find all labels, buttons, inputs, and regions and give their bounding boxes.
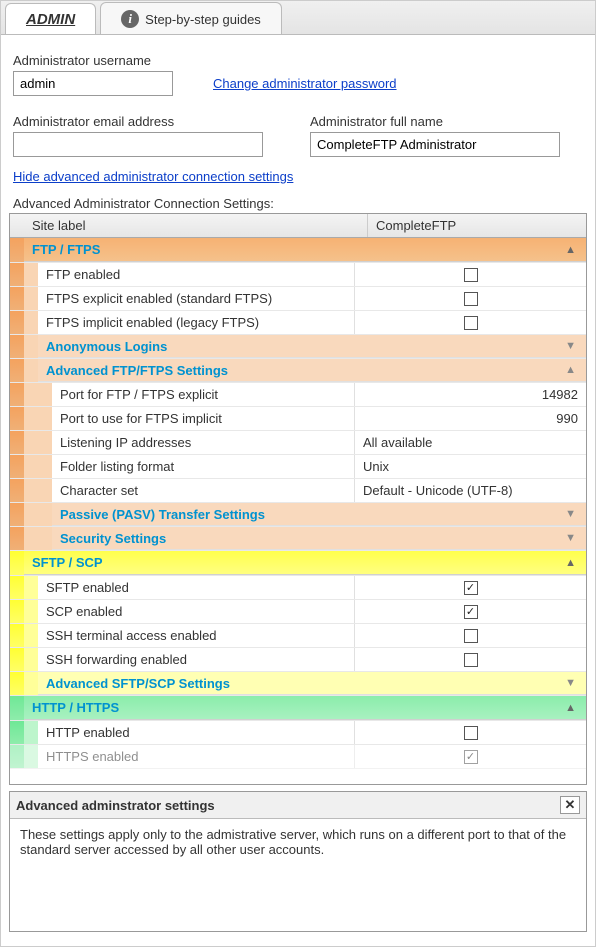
subsection-anonymous-logins[interactable]: Anonymous Logins ▼ xyxy=(38,335,586,358)
grid-header: Site label CompleteFTP xyxy=(10,214,586,238)
label-port-implicit: Port to use for FTPS implicit xyxy=(52,407,354,430)
tabs-bar: ADMIN i Step-by-step guides xyxy=(1,1,595,35)
row-charset: Character set Default - Unicode (UTF-8) xyxy=(10,479,586,503)
label-folder-fmt: Folder listing format xyxy=(52,455,354,478)
value-listening[interactable]: All available xyxy=(354,431,586,454)
label-ftps-implicit: FTPS implicit enabled (legacy FTPS) xyxy=(38,311,354,334)
toggle-advanced-link[interactable]: Hide advanced administrator connection s… xyxy=(13,169,293,184)
tab-guides[interactable]: i Step-by-step guides xyxy=(100,2,282,34)
value-charset[interactable]: Default - Unicode (UTF-8) xyxy=(354,479,586,502)
username-input[interactable] xyxy=(13,71,173,96)
row-http-enabled: HTTP enabled xyxy=(10,721,586,745)
row-listening-ip: Listening IP addresses All available xyxy=(10,431,586,455)
subsection-adv-sftp[interactable]: Advanced SFTP/SCP Settings ▼ xyxy=(38,672,586,695)
help-close-button[interactable]: ✕ xyxy=(560,796,580,814)
checkbox-ftps-implicit[interactable] xyxy=(464,316,478,330)
caret-down-icon: ▼ xyxy=(565,532,576,544)
fullname-label: Administrator full name xyxy=(310,114,583,129)
label-ftp-enabled: FTP enabled xyxy=(38,263,354,286)
caret-down-icon: ▼ xyxy=(565,508,576,520)
adv-ftp-title: Advanced FTP/FTPS Settings xyxy=(46,363,228,378)
fullname-input[interactable] xyxy=(310,132,560,157)
anon-title: Anonymous Logins xyxy=(46,339,167,354)
tab-admin[interactable]: ADMIN xyxy=(5,3,96,34)
caret-up-icon: ▲ xyxy=(565,364,576,376)
grid-header-value: CompleteFTP xyxy=(368,214,586,237)
section-http-https[interactable]: HTTP / HTTPS ▲ xyxy=(24,696,586,720)
caret-down-icon: ▼ xyxy=(565,340,576,352)
row-port-explicit: Port for FTP / FTPS explicit 14982 xyxy=(10,383,586,407)
row-ftps-implicit: FTPS implicit enabled (legacy FTPS) xyxy=(10,311,586,335)
section-ftp-ftps[interactable]: FTP / FTPS ▲ xyxy=(24,238,586,262)
help-title: Advanced adminstrator settings xyxy=(16,798,215,813)
advanced-settings-title: Advanced Administrator Connection Settin… xyxy=(1,196,595,211)
checkbox-ssh-term[interactable] xyxy=(464,629,478,643)
subsection-security[interactable]: Security Settings ▼ xyxy=(52,527,586,550)
label-ssh-fwd: SSH forwarding enabled xyxy=(38,648,354,671)
row-https-enabled: HTTPS enabled ✓ xyxy=(10,745,586,769)
checkbox-http-enabled[interactable] xyxy=(464,726,478,740)
row-ftps-explicit: FTPS explicit enabled (standard FTPS) xyxy=(10,287,586,311)
caret-down-icon: ▼ xyxy=(565,677,576,689)
subsection-advanced-ftp[interactable]: Advanced FTP/FTPS Settings ▲ xyxy=(38,359,586,382)
label-scp-enabled: SCP enabled xyxy=(38,600,354,623)
help-panel: Advanced adminstrator settings ✕ These s… xyxy=(9,791,587,932)
tab-guides-label: Step-by-step guides xyxy=(145,12,261,27)
label-listening: Listening IP addresses xyxy=(52,431,354,454)
label-port-explicit: Port for FTP / FTPS explicit xyxy=(52,383,354,406)
checkbox-ftp-enabled[interactable] xyxy=(464,268,478,282)
subsection-pasv[interactable]: Passive (PASV) Transfer Settings ▼ xyxy=(52,503,586,526)
email-label: Administrator email address xyxy=(13,114,286,129)
label-https-enabled: HTTPS enabled xyxy=(38,745,354,768)
section-sftp-title: SFTP / SCP xyxy=(32,555,103,570)
value-folder-fmt[interactable]: Unix xyxy=(354,455,586,478)
label-ftps-explicit: FTPS explicit enabled (standard FTPS) xyxy=(38,287,354,310)
grid-body[interactable]: FTP / FTPS ▲ FTP enabled FTPS explicit e… xyxy=(10,238,586,784)
row-folder-format: Folder listing format Unix xyxy=(10,455,586,479)
row-sftp-enabled: SFTP enabled ✓ xyxy=(10,576,586,600)
change-password-link[interactable]: Change administrator password xyxy=(213,76,397,91)
security-title: Security Settings xyxy=(60,531,166,546)
value-port-implicit[interactable]: 990 xyxy=(354,407,586,430)
form-area: Administrator username Change administra… xyxy=(1,35,595,190)
help-header: Advanced adminstrator settings ✕ xyxy=(10,792,586,819)
row-scp-enabled: SCP enabled ✓ xyxy=(10,600,586,624)
checkbox-ftps-explicit[interactable] xyxy=(464,292,478,306)
label-ssh-term: SSH terminal access enabled xyxy=(38,624,354,647)
checkbox-sftp-enabled[interactable]: ✓ xyxy=(464,581,478,595)
value-port-explicit[interactable]: 14982 xyxy=(354,383,586,406)
label-sftp-enabled: SFTP enabled xyxy=(38,576,354,599)
adv-sftp-title: Advanced SFTP/SCP Settings xyxy=(46,676,230,691)
section-ftp-title: FTP / FTPS xyxy=(32,242,100,257)
row-ssh-fwd: SSH forwarding enabled xyxy=(10,648,586,672)
row-ftp-enabled: FTP enabled xyxy=(10,263,586,287)
checkbox-scp-enabled[interactable]: ✓ xyxy=(464,605,478,619)
row-port-implicit: Port to use for FTPS implicit 990 xyxy=(10,407,586,431)
checkbox-ssh-fwd[interactable] xyxy=(464,653,478,667)
checkbox-https-enabled[interactable]: ✓ xyxy=(464,750,478,764)
settings-grid: Site label CompleteFTP FTP / FTPS ▲ FTP … xyxy=(9,213,587,785)
help-body: These settings apply only to the admistr… xyxy=(10,819,586,931)
row-ssh-term: SSH terminal access enabled xyxy=(10,624,586,648)
tab-admin-label: ADMIN xyxy=(26,11,75,28)
label-charset: Character set xyxy=(52,479,354,502)
section-sftp-scp[interactable]: SFTP / SCP ▲ xyxy=(24,551,586,575)
label-http-enabled: HTTP enabled xyxy=(38,721,354,744)
section-http-title: HTTP / HTTPS xyxy=(32,700,119,715)
caret-up-icon: ▲ xyxy=(565,702,576,714)
caret-up-icon: ▲ xyxy=(565,244,576,256)
username-label: Administrator username xyxy=(13,53,583,68)
email-input[interactable] xyxy=(13,132,263,157)
info-icon: i xyxy=(121,10,139,28)
grid-header-label: Site label xyxy=(10,214,368,237)
caret-up-icon: ▲ xyxy=(565,557,576,569)
pasv-title: Passive (PASV) Transfer Settings xyxy=(60,507,265,522)
